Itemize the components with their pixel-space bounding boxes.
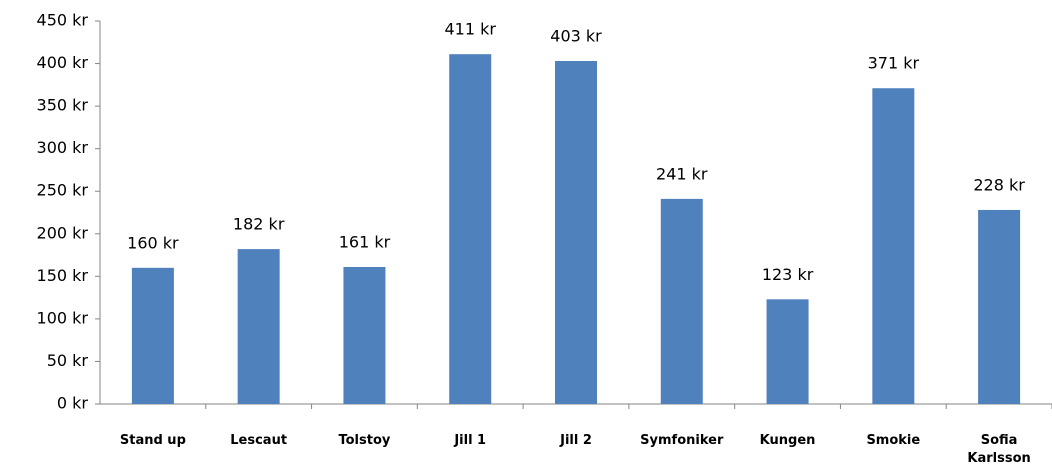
bar — [343, 266, 386, 404]
data-label: 123 kr — [762, 265, 814, 284]
y-tick-label: 400 kr — [37, 53, 89, 72]
y-tick-label: 450 kr — [37, 11, 89, 30]
data-label: 403 kr — [550, 27, 602, 46]
x-tick-label: Jill 2 — [560, 433, 592, 448]
data-label: 182 kr — [233, 215, 285, 234]
x-tick-label: Jill 1 — [454, 433, 487, 448]
bar — [131, 267, 174, 404]
bar — [237, 249, 280, 404]
x-tick-label: Sofia Karlsson — [967, 433, 1031, 466]
x-tick-label: Kungen — [759, 433, 816, 448]
x-tick-label: Stand up — [119, 433, 186, 448]
y-tick-label: 100 kr — [37, 308, 89, 327]
bar — [660, 198, 703, 404]
bar — [766, 299, 809, 404]
x-tick-label: Lescaut — [230, 433, 288, 448]
x-tick-label: Tolstoy — [338, 433, 391, 448]
y-tick-label: 350 kr — [37, 96, 89, 115]
bar — [872, 88, 915, 404]
y-tick-label: 300 kr — [37, 138, 89, 157]
data-label: 161 kr — [339, 232, 391, 251]
y-tick-label: 200 kr — [37, 223, 89, 242]
bar — [978, 209, 1021, 404]
bar — [555, 61, 597, 404]
x-tick-label: Symfoniker — [640, 433, 724, 448]
data-label: 160 kr — [127, 233, 179, 252]
data-label: 411 kr — [444, 20, 496, 39]
x-tick-label: Smokie — [866, 433, 921, 448]
data-label: 371 kr — [868, 54, 920, 73]
bar — [449, 54, 492, 405]
data-label: 228 kr — [973, 175, 1025, 194]
y-tick-label: 50 kr — [47, 351, 89, 370]
y-tick-label: 150 kr — [37, 266, 89, 285]
data-label: 241 kr — [656, 164, 708, 183]
y-tick-label: 250 kr — [37, 181, 89, 200]
y-tick-label: 0 kr — [57, 394, 89, 413]
